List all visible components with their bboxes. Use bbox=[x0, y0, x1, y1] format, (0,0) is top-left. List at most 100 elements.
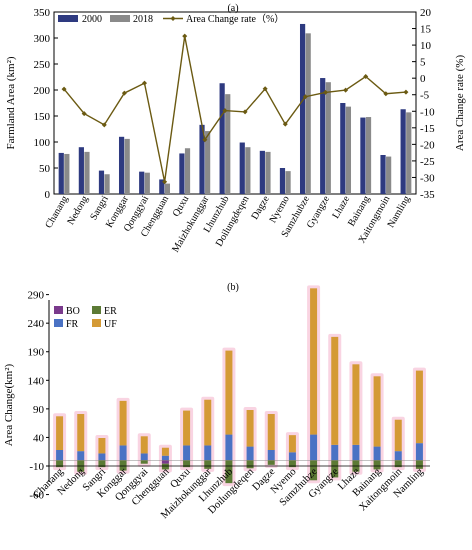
bar-BO-chengguan bbox=[161, 460, 169, 464]
bar-UF-maizhokunggar bbox=[204, 399, 212, 446]
bar-UF-lhaze bbox=[352, 364, 360, 445]
y2-tick-label--30: -30 bbox=[420, 172, 435, 184]
y-tick-label-200: 200 bbox=[34, 85, 51, 97]
bar-FR-quxu bbox=[183, 445, 191, 461]
rate-point-chengguan bbox=[162, 179, 168, 185]
bar-ER-bainang bbox=[373, 460, 381, 470]
bar-2018-lhaze bbox=[345, 106, 352, 194]
y2-tick-label-0: 0 bbox=[420, 73, 426, 85]
bar-UF-bainang bbox=[373, 376, 381, 447]
bar-FR-qonggyai bbox=[140, 453, 148, 461]
bar-ER-maizhokunggar bbox=[204, 460, 212, 469]
bar-2000-lhaze bbox=[340, 103, 346, 194]
y-tick-label-100: 100 bbox=[34, 137, 51, 149]
bar-2000-lhunzhub bbox=[219, 83, 225, 194]
chart-b: (b) -60 -10 40 90 140 190 240 290 ChanangNedong… bbox=[3, 282, 430, 521]
y2-tick-label--35: -35 bbox=[420, 189, 435, 201]
rate-point-chanang bbox=[61, 86, 67, 92]
legend-swatch-er bbox=[92, 306, 101, 314]
bar-2000-nedong bbox=[78, 147, 84, 194]
rate-point-maizhokunggar bbox=[202, 137, 208, 143]
bar-UF-dagze bbox=[267, 414, 275, 451]
bar-FR-bainang bbox=[373, 446, 381, 461]
y2-tick-label-5: 5 bbox=[420, 57, 426, 69]
legend-label-fr: FR bbox=[66, 319, 79, 330]
bar-FR-xaitongmoin bbox=[394, 451, 402, 461]
bar-2000-konggar bbox=[118, 136, 125, 194]
bar-2018-sangri bbox=[104, 174, 110, 194]
y-tick-label-b-190: 190 bbox=[28, 347, 45, 359]
bar-UF-konggar bbox=[119, 400, 127, 446]
change-rate-line bbox=[61, 33, 409, 185]
rate-point-dagze bbox=[262, 86, 268, 92]
bar-2000-quxu bbox=[179, 153, 185, 194]
bar-FR-chengguan bbox=[161, 455, 169, 461]
bar-FR-namling bbox=[415, 443, 423, 461]
bar-FR-konggar bbox=[119, 445, 127, 461]
plot-frame-a bbox=[53, 11, 417, 195]
bar-2000-sangri bbox=[98, 170, 105, 194]
bar-2018-chengguan bbox=[164, 183, 171, 194]
bar-ER-chengguan bbox=[161, 463, 169, 470]
bar-2018-nedong bbox=[84, 151, 90, 194]
y-axis-right-a: -35 -30 -25 -20 -15 -10 -5 0 5 10 15 20 bbox=[412, 7, 435, 201]
bar-FR-samzhubze bbox=[310, 434, 318, 461]
bar-UF-namling bbox=[415, 370, 423, 444]
panel-label-a: (a) bbox=[227, 3, 238, 14]
bar-2000-xaitongmoin bbox=[380, 155, 386, 194]
rate-point-bainang bbox=[363, 74, 369, 80]
rate-point-xaitongmoin bbox=[383, 91, 389, 97]
bar-ER-qonggyai bbox=[140, 460, 148, 464]
rate-point-samzhubze bbox=[302, 94, 308, 100]
bar-UF-samzhubze bbox=[310, 288, 318, 435]
bar-2018-quxu bbox=[184, 148, 191, 194]
bar-UF-nedong bbox=[77, 414, 85, 452]
bar-ER-quxu bbox=[183, 460, 191, 468]
bars-b bbox=[49, 288, 430, 484]
rate-point-lhaze bbox=[343, 87, 349, 93]
bar-ER-samzhubze bbox=[310, 460, 318, 481]
legend-label-2018: 2018 bbox=[133, 14, 153, 25]
bar-2018-doilungdeqen bbox=[245, 147, 251, 194]
rate-point-nyemo bbox=[282, 121, 288, 127]
change-rate-polyline bbox=[63, 36, 407, 182]
bar-UF-nyemo bbox=[288, 435, 296, 453]
bar-2018-maizhokunggar bbox=[205, 131, 211, 194]
bar-2018-bainang bbox=[365, 117, 372, 194]
x-axis-labels-b: ChanangNedongSangriKonggarQonggyaiChengg… bbox=[32, 466, 427, 521]
legend-swatch-bo bbox=[54, 306, 63, 314]
bar-FR-gyangze bbox=[331, 444, 339, 461]
y-tick-label-b-90: 90 bbox=[33, 404, 45, 416]
bar-2000-chengguan bbox=[159, 179, 165, 194]
bar-FR-nedong bbox=[77, 451, 85, 461]
y2-tick-label-20: 20 bbox=[420, 7, 432, 19]
rate-point-qonggyai bbox=[142, 80, 147, 86]
bar-2000-nyemo bbox=[279, 168, 286, 194]
bar-FR-lhunzhub bbox=[225, 434, 233, 461]
bar-2018-xaitongmoin bbox=[386, 156, 392, 194]
bar-ER-xaitongmoin bbox=[394, 460, 402, 468]
bar-UF-quxu bbox=[183, 410, 191, 446]
legend-a: 2000 2018 Area Change rate（%） bbox=[58, 13, 284, 25]
bar-2018-samzhubze bbox=[305, 33, 311, 194]
bar-2018-qonggyai bbox=[144, 172, 150, 194]
rate-point-namling bbox=[403, 89, 409, 95]
y-tick-label-300: 300 bbox=[34, 33, 51, 45]
y2-axis-title-a: Area Change rate (%) bbox=[454, 55, 466, 152]
bar-ER-lhunzhub bbox=[225, 460, 233, 484]
bar-UF-chengguan bbox=[161, 447, 169, 456]
bar-2000-samzhubze bbox=[299, 23, 306, 195]
bar-ER-konggar bbox=[119, 460, 127, 471]
bar-2000-maizhokunggar bbox=[199, 124, 205, 194]
y2-tick-label--10: -10 bbox=[420, 106, 435, 118]
legend-label-rate: Area Change rate（%） bbox=[186, 13, 284, 25]
legend-label-bo: BO bbox=[66, 306, 80, 317]
bar-ER-namling bbox=[415, 460, 423, 469]
y-axis-title-b: Area Change(km²) bbox=[3, 363, 15, 446]
y-tick-label-b-40: 40 bbox=[33, 432, 45, 444]
bar-ER-sangri bbox=[98, 460, 106, 468]
rate-point-lhunzhub bbox=[222, 108, 228, 114]
bar-ER-chanang bbox=[56, 460, 64, 468]
legend-marker-rate bbox=[170, 16, 176, 21]
